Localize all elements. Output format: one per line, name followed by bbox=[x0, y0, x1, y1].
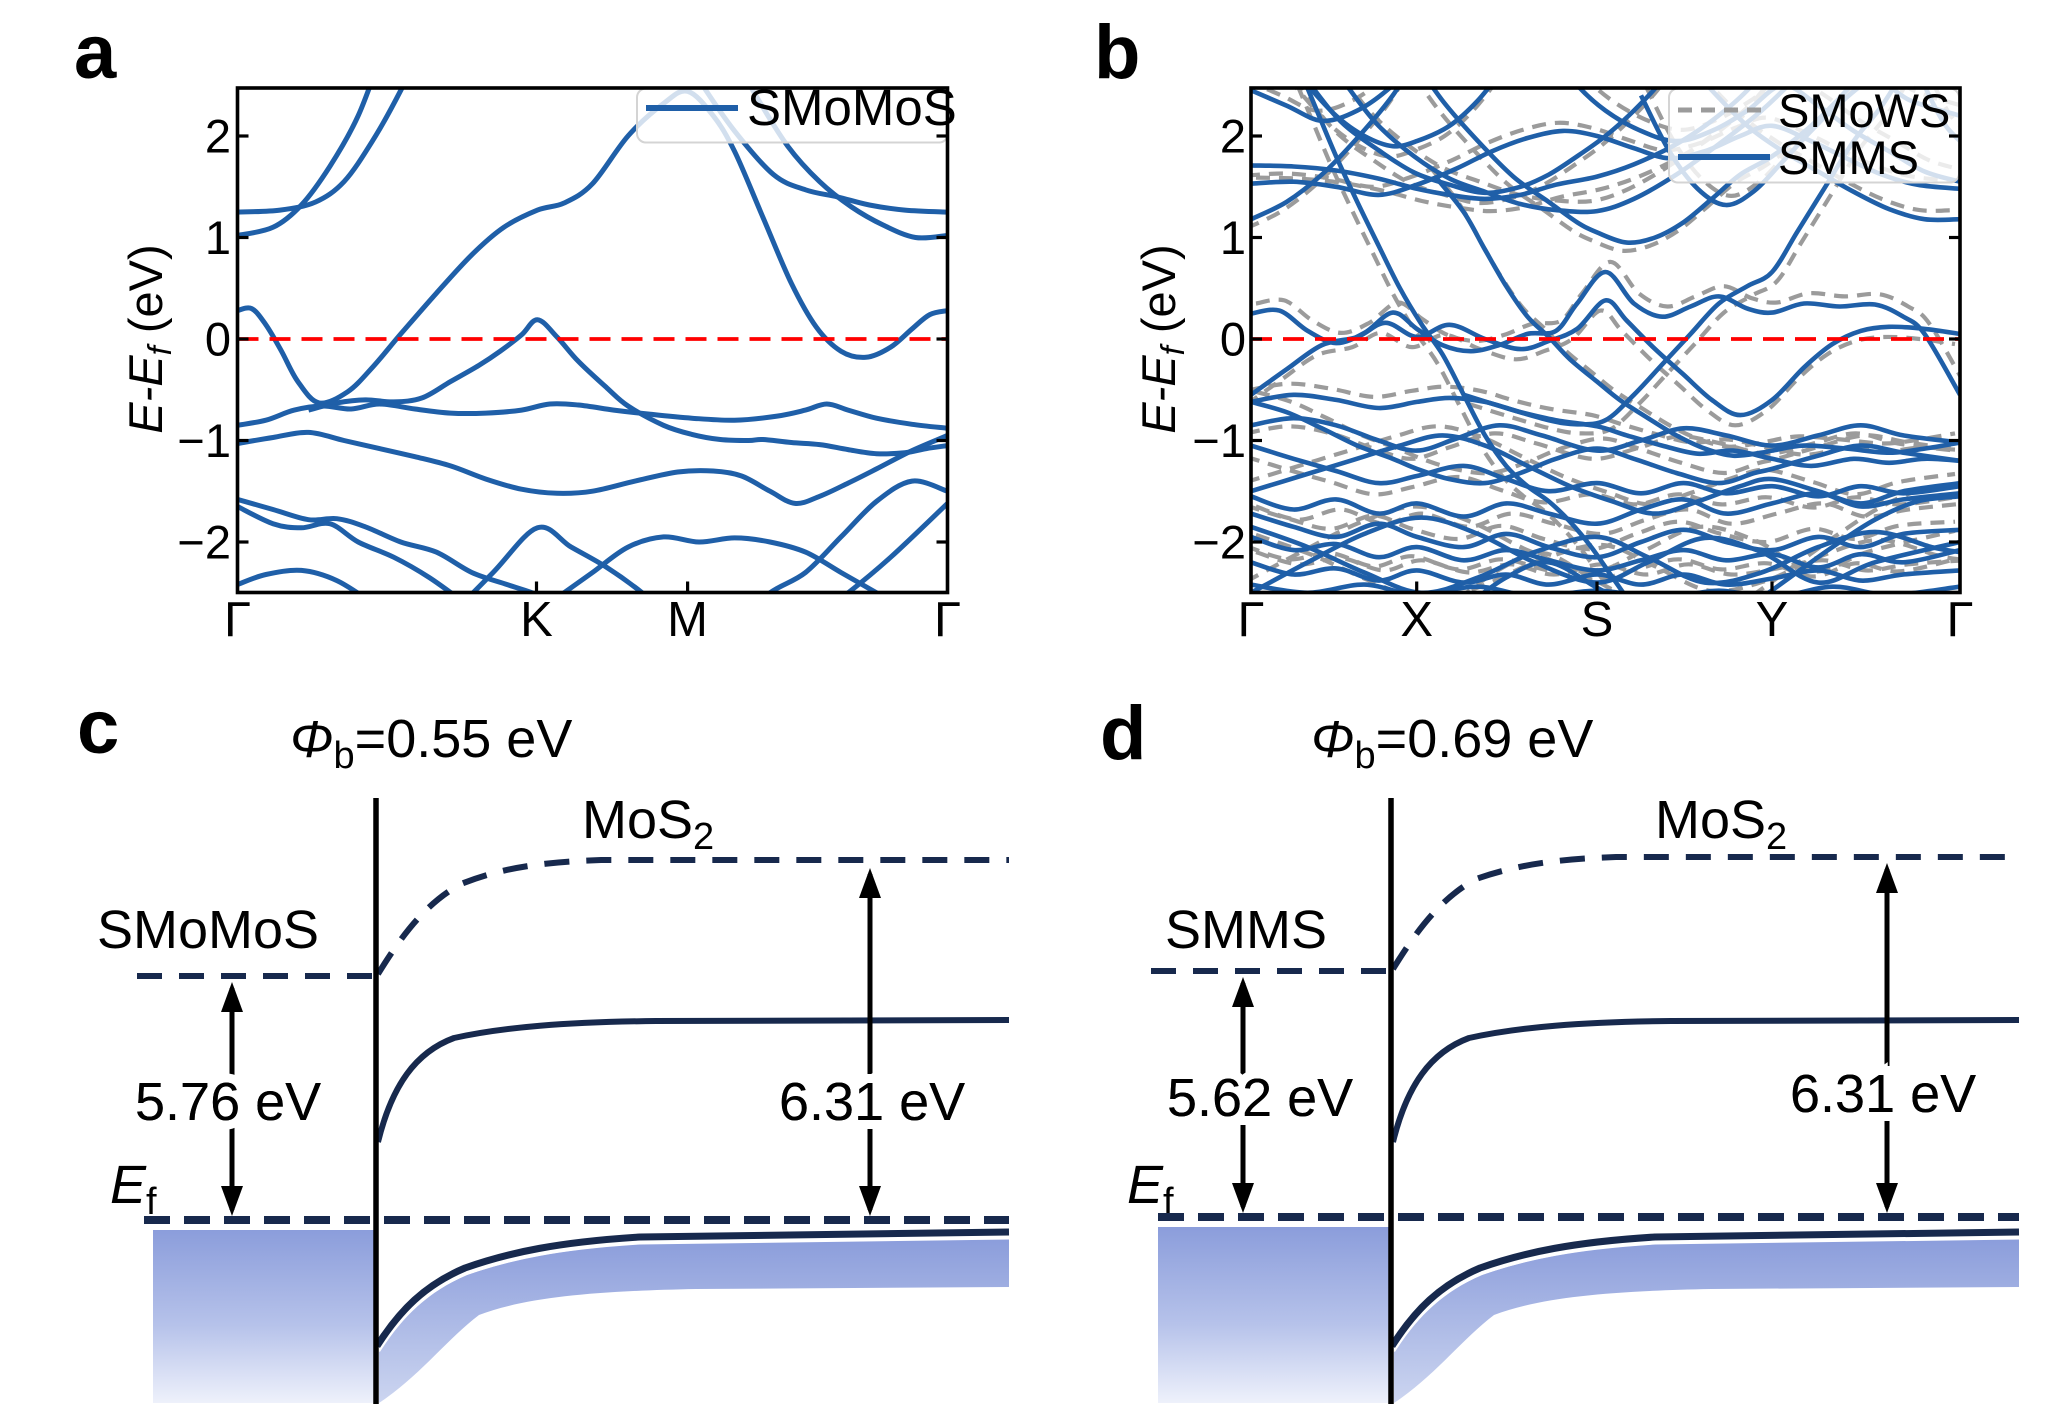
svg-text:Γ: Γ bbox=[1238, 593, 1265, 647]
svg-text:Γ: Γ bbox=[1947, 593, 1974, 647]
svg-text:a: a bbox=[74, 10, 117, 95]
svg-text:Ef: Ef bbox=[110, 1155, 157, 1223]
svg-text:6.31 eV: 6.31 eV bbox=[779, 1072, 965, 1132]
svg-text:5.76 eV: 5.76 eV bbox=[135, 1072, 321, 1132]
svg-text:2: 2 bbox=[1220, 110, 1246, 163]
svg-text:1: 1 bbox=[205, 211, 231, 264]
svg-text:E-Ef (eV): E-Ef (eV) bbox=[119, 244, 178, 433]
svg-text:1: 1 bbox=[1220, 211, 1246, 264]
svg-text:SMMS: SMMS bbox=[1165, 900, 1327, 960]
svg-text:K: K bbox=[520, 593, 553, 647]
svg-text:E-Ef (eV): E-Ef (eV) bbox=[1132, 244, 1191, 433]
svg-text:5.62 eV: 5.62 eV bbox=[1167, 1068, 1353, 1128]
svg-text:0: 0 bbox=[205, 313, 231, 366]
svg-text:6.31 eV: 6.31 eV bbox=[1790, 1064, 1976, 1124]
svg-text:d: d bbox=[1100, 691, 1146, 776]
svg-text:−2: −2 bbox=[177, 516, 231, 569]
svg-text:5.62 eV: 5.62 eV bbox=[1167, 1068, 1353, 1128]
svg-text:Γ: Γ bbox=[224, 593, 251, 647]
svg-text:−2: −2 bbox=[1192, 516, 1246, 569]
svg-text:−1: −1 bbox=[177, 414, 231, 467]
svg-text:M: M bbox=[667, 593, 708, 647]
svg-text:c: c bbox=[77, 685, 119, 770]
svg-text:S: S bbox=[1581, 593, 1614, 647]
svg-text:Γ: Γ bbox=[934, 593, 961, 647]
svg-text:SMoWS: SMoWS bbox=[1778, 84, 1950, 137]
svg-text:−1: −1 bbox=[1192, 414, 1246, 467]
svg-text:6.31 eV: 6.31 eV bbox=[779, 1072, 965, 1132]
svg-text:X: X bbox=[1400, 593, 1433, 647]
svg-text:MoS2: MoS2 bbox=[582, 790, 714, 858]
svg-text:5.76 eV: 5.76 eV bbox=[135, 1072, 321, 1132]
svg-text:Ef: Ef bbox=[1127, 1155, 1174, 1223]
svg-text:SMMS: SMMS bbox=[1778, 131, 1919, 184]
svg-text:6.31 eV: 6.31 eV bbox=[1790, 1064, 1976, 1124]
svg-text:SMoMoS: SMoMoS bbox=[97, 900, 319, 960]
svg-text:b: b bbox=[1094, 10, 1140, 95]
svg-text:Φb=0.69 eV: Φb=0.69 eV bbox=[1311, 709, 1593, 777]
svg-text:2: 2 bbox=[205, 110, 231, 163]
svg-text:0: 0 bbox=[1220, 313, 1246, 366]
svg-text:Φb=0.55 eV: Φb=0.55 eV bbox=[290, 709, 572, 777]
svg-text:Y: Y bbox=[1756, 593, 1789, 647]
svg-text:MoS2: MoS2 bbox=[1655, 790, 1787, 858]
